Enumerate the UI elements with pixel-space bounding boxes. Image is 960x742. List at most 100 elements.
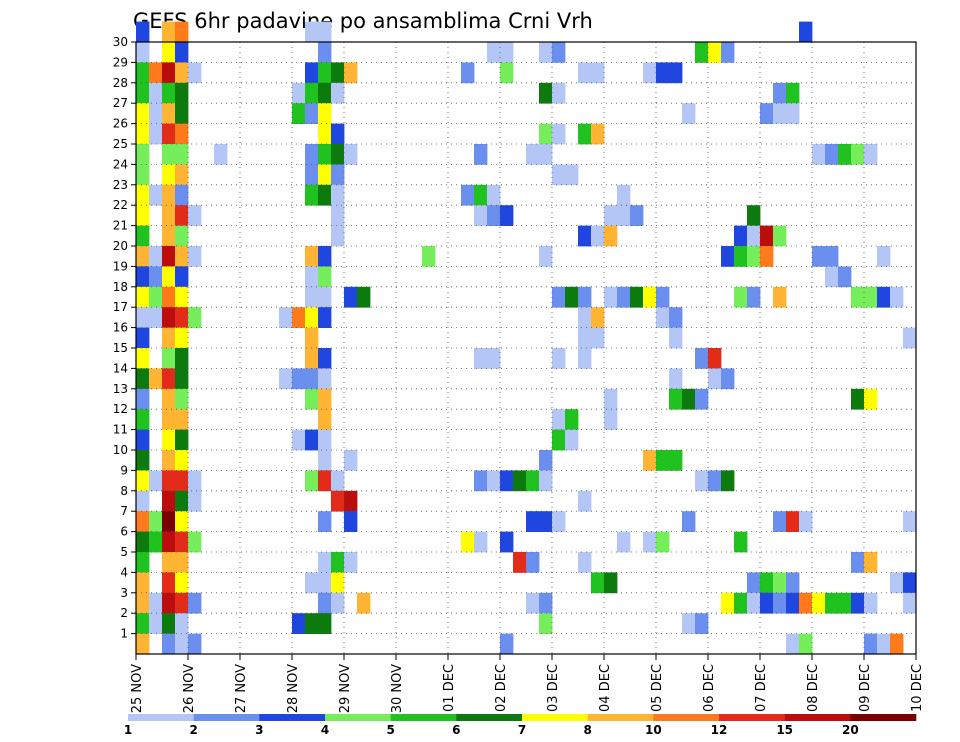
colorbar-swatch [719,714,785,721]
heatmap-cell [318,82,332,104]
heatmap-cell [851,552,865,573]
heatmap-cell [786,82,800,104]
heatmap-cell [305,307,319,328]
heatmap-cell [162,205,176,226]
heatmap-cell [318,552,332,573]
heatmap-cell [578,62,592,84]
heatmap-cell [331,82,345,104]
heatmap-cell [305,348,319,369]
heatmap-cell [149,246,163,267]
x-tick-label: 30 NOV [390,664,405,713]
x-tick-label: 10 DEC [910,664,925,712]
heatmap-cell [149,368,163,390]
heatmap-cell [149,531,163,553]
heatmap-cell [552,42,566,63]
heatmap-cell [591,572,605,594]
colorbar-swatch [850,714,917,721]
heatmap-cell [825,246,839,267]
heatmap-cell [760,103,774,124]
heatmap-cell [331,164,345,186]
heatmap-cell [162,450,176,471]
heatmap-cell [136,42,150,63]
y-tick-label: 30 [113,35,128,49]
heatmap-cell [903,572,917,594]
heatmap-cell [162,388,176,410]
colorbar-swatch [522,714,588,721]
heatmap-cell [175,552,189,573]
heatmap-cell [669,327,683,349]
heatmap-cell [175,164,189,186]
heatmap-cell [786,511,800,532]
heatmap-cell [474,144,488,165]
heatmap-cell [825,266,839,288]
heatmap-cell [422,246,436,267]
chart-title: GEFS 6hr padavine po ansamblima Crni Vrh [133,9,593,33]
heatmap-cell [305,62,319,84]
heatmap-cell [591,62,605,84]
heatmap-cell [669,307,683,328]
heatmap-cell [136,286,150,308]
heatmap-cell [175,21,189,43]
heatmap-cell [305,184,319,206]
heatmap-cell [851,592,865,614]
heatmap-cell [461,531,475,553]
heatmap-cell [188,205,202,226]
colorbar-swatch [784,714,851,721]
heatmap-cell [799,592,813,614]
heatmap-cell [162,348,176,369]
heatmap-cell [487,205,501,226]
y-tick-label: 19 [113,259,128,273]
heatmap-cell [591,307,605,328]
heatmap-cell [474,470,488,492]
heatmap-cell [591,123,605,145]
heatmap-cell [721,470,735,492]
heatmap-cell [175,103,189,124]
heatmap-cell [344,490,358,512]
heatmap-cell [617,531,631,553]
colorbar-swatch [193,714,260,721]
heatmap-cell [162,225,176,247]
heatmap-cell [188,307,202,328]
y-tick-label: 20 [113,239,128,253]
heatmap-cell [136,164,150,186]
heatmap-cell [162,82,176,104]
heatmap-cell [539,450,553,471]
heatmap-cell [162,286,176,308]
heatmap-cell [487,184,501,206]
heatmap-cell [565,164,579,186]
heatmap-cell [591,225,605,247]
heatmap-cell [331,62,345,84]
heatmap-cell [487,348,501,369]
heatmap-cell [136,327,150,349]
heatmap-cell [786,633,800,655]
heatmap-cell [903,592,917,614]
heatmap-cell [318,164,332,186]
heatmap-cell [695,613,709,634]
heatmap-cell [305,144,319,165]
heatmap-cell [305,368,319,390]
heatmap-cell [552,82,566,104]
heatmap-cell [149,266,163,288]
heatmap-cell [643,531,657,553]
heatmap-cell [539,82,553,104]
colorbar-label: 3 [255,723,263,737]
y-tick-label: 8 [120,484,128,498]
heatmap-cell [344,511,358,532]
heatmap-cell [175,429,189,451]
colorbar-label: 2 [189,723,197,737]
heatmap-cell [136,531,150,553]
heatmap-cell [318,144,332,165]
heatmap-cell [318,62,332,84]
heatmap-cell [162,184,176,206]
heatmap-cell [162,42,176,63]
heatmap-cell [162,409,176,430]
heatmap-cell [669,450,683,471]
x-tick-label: 29 NOV [338,664,353,713]
heatmap-cell [188,633,202,655]
heatmap-cell [162,633,176,655]
heatmap-cell [305,429,319,451]
heatmap-cell [656,286,670,308]
heatmap-cell [331,184,345,206]
heatmap-cell [851,388,865,410]
